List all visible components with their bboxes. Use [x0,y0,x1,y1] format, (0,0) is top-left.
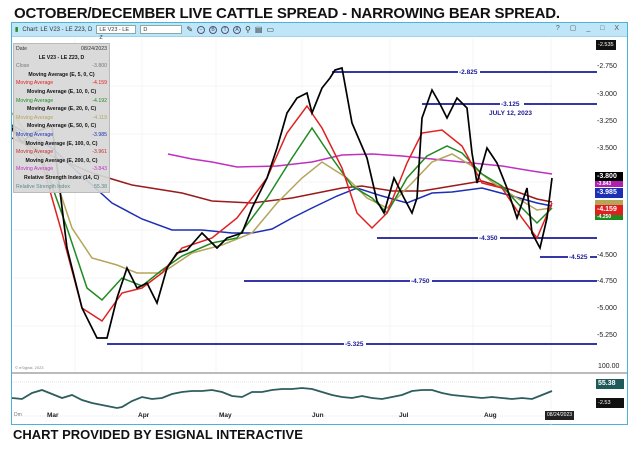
ma5-label: Moving Average [16,80,54,87]
level-label: -4.350 [479,235,498,242]
ma20-swatch [595,200,623,205]
footer-credit: CHART PROVIDED BY ESIGNAL INTERACTIVE [13,427,303,442]
rsi-top-tick: 100.00 [598,363,620,370]
watermark: © eSignal, 2023 [15,365,44,370]
ma5-value: -4.159 [92,80,107,87]
month-label: Aug [484,412,497,419]
page-title: OCTOBER/DECEMBER LIVE CATTLE SPREAD - NA… [14,5,560,22]
rsi-header: Relative Strength Index (14, C) [24,174,99,181]
rsi-bottom-tag: -2.53 [596,398,624,408]
ma200-value: -3.843 [92,166,107,173]
ma50-header: Moving Average (E, 50, 0, C) [26,123,97,130]
ma10-label: Moving Average [16,97,54,104]
link-icon[interactable]: ⚲ [245,25,251,34]
ma50-value: -3.985 [92,131,107,138]
ma100-header: Moving Average (E, 100, 0, C) [25,140,98,147]
ma20-value: -4.119 [92,114,107,121]
data-window: Date 08/24/2023 LE V23 - LE Z23, D Close -… [13,43,110,194]
t-circle-icon[interactable]: T [221,25,230,34]
ma100-label: Moving Average [16,149,54,156]
ma200-tag: -3.843 [595,181,623,187]
ma50-label: Moving Average [16,131,54,138]
ma20-label: Moving Average [16,114,54,121]
price-tick: -5.250 [597,332,617,339]
price-top-tag: -2.535 [596,40,616,50]
price-tick: -2.750 [597,63,617,70]
date-label: Date [16,46,27,52]
level-label: -3.125 [501,101,520,108]
chart-window: ▮ Chart: LE V23 - LE Z23, D LE V23 - LE … [11,22,628,426]
month-label: May [219,412,232,419]
close-price-tag: -3.800 [595,172,623,182]
level-label: -4.750 [411,278,430,285]
ma10-tag: -4.250 [595,215,623,220]
rsi-label: Relative Strength Index [16,183,70,190]
price-tick: -3.250 [597,118,617,125]
ma10-header: Moving Average (E, 10, 0, C) [26,88,97,95]
ma100-value: -3.961 [92,149,107,156]
note-icon[interactable]: ▤ [254,25,263,34]
symbol-header: LE V23 - LE Z23, D [38,54,85,61]
ma200-header: Moving Average (E, 200, 0, C) [25,157,98,164]
ma20-header: Moving Average (E, 20, 0, C) [26,106,97,113]
window-controls[interactable]: ? ▢ _ □ X [555,25,623,32]
rsi-value: 55.38 [94,183,107,190]
chart-toolbar: ▮ Chart: LE V23 - LE Z23, D LE V23 - LE … [12,23,627,41]
pencil-icon[interactable]: ✎ [186,25,194,34]
month-label: Mar [47,412,59,419]
chart-title: Chart: LE V23 - LE Z23, D [22,26,93,33]
price-tick: -4.500 [597,252,617,259]
close-label: Close [16,63,30,70]
ma5-header: Moving Average (E, 5, 0, C) [28,71,95,78]
ma50-tag: -3.985 [595,188,623,198]
ma5-tag: -4.159 [595,205,623,215]
level-label: -5.325 [345,341,364,348]
b-circle-icon[interactable]: B [209,25,218,34]
price-tick: -4.750 [597,278,617,285]
chart-status-icon: ▮ [15,27,19,33]
price-tick: -3.500 [597,145,617,152]
close-value: -3.800 [92,63,107,70]
price-chart: -2.825 -3.125 JULY 12, 2023 -4.350 -4.52… [12,38,627,426]
symbol-input[interactable]: LE V23 - LE Z [96,25,137,41]
price-tick: -3.000 [597,91,617,98]
price-tick: -5.000 [597,305,617,312]
a-circle-icon[interactable]: A [233,25,242,34]
month-label: Jul [399,412,409,419]
date-annotation: JULY 12, 2023 [489,110,532,117]
month-label: Apr [138,412,150,419]
level-label: -4.525 [569,254,588,261]
x-corner-label: Dm [14,412,22,418]
ma200-label: Moving Average [16,166,54,173]
rsi-value-tag: 55.38 [596,379,624,389]
comment-icon[interactable]: ▭ [266,25,275,34]
current-date-tag: 08/24/2023 [545,411,575,420]
minus-circle-icon[interactable]: − [197,25,206,34]
interval-select[interactable]: D [140,25,183,34]
ma10-value: -4.192 [92,97,107,104]
month-label: Jun [312,412,324,419]
level-label: -2.825 [459,69,478,76]
date-value: 08/24/2023 [81,46,107,52]
